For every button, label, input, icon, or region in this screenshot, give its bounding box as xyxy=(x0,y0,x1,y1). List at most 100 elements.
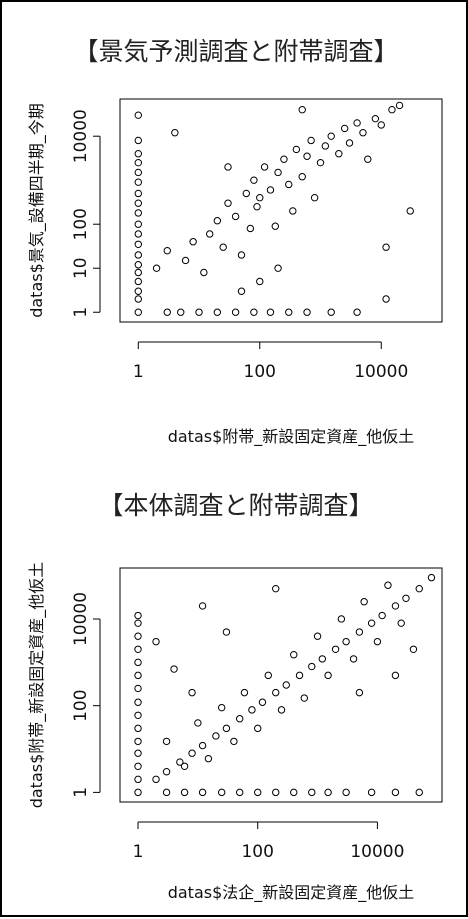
y-tick-label: 10000 xyxy=(71,109,91,163)
data-point xyxy=(256,277,264,286)
data-point xyxy=(307,136,315,145)
data-point xyxy=(237,287,246,295)
data-point xyxy=(415,584,423,593)
data-point xyxy=(204,754,213,763)
data-point xyxy=(349,655,358,663)
data-point xyxy=(134,308,142,316)
x-axis-title: datas$法企_新設固定資産_他仮土 xyxy=(168,883,415,903)
data-point xyxy=(254,724,262,733)
y-axis-title: datas$景気_設備四半期_今期 xyxy=(27,103,47,318)
data-point xyxy=(134,749,142,757)
data-point xyxy=(395,101,404,110)
x-axis-title: datas$附帯_新設固定資産_他仮土 xyxy=(168,427,415,447)
data-point xyxy=(235,715,244,723)
data-point xyxy=(298,173,306,181)
data-point xyxy=(340,124,349,133)
data-point xyxy=(342,637,350,646)
data-point xyxy=(260,163,269,171)
data-point xyxy=(240,688,249,697)
data-point xyxy=(295,671,304,680)
data-point xyxy=(134,632,142,640)
data-point xyxy=(134,737,142,746)
data-point xyxy=(292,145,301,154)
data-point xyxy=(335,150,343,158)
data-point xyxy=(253,203,261,211)
data-point xyxy=(254,788,262,797)
y-tick-label: 1 xyxy=(71,307,91,318)
data-point xyxy=(266,186,275,194)
data-point xyxy=(353,119,361,127)
y-tick-label: 10000 xyxy=(71,592,91,646)
data-point xyxy=(367,619,376,627)
data-point xyxy=(134,220,142,228)
data-point xyxy=(222,628,231,636)
data-point xyxy=(134,199,142,207)
data-point xyxy=(355,628,364,636)
plot-area-border xyxy=(119,98,443,323)
data-point xyxy=(231,212,240,221)
data-point xyxy=(180,788,189,797)
data-point xyxy=(367,788,376,797)
data-point xyxy=(134,762,142,770)
data-point xyxy=(391,671,400,680)
data-point xyxy=(266,308,275,316)
data-point xyxy=(310,194,319,202)
data-point xyxy=(384,581,392,589)
data-point xyxy=(402,594,410,603)
data-point xyxy=(219,243,227,251)
data-point xyxy=(134,268,142,277)
data-point xyxy=(272,584,280,593)
y-axis-title: datas$附帯_新設固定資産_他仮土 xyxy=(27,562,47,809)
data-point xyxy=(264,671,272,680)
data-point xyxy=(212,732,220,740)
data-point xyxy=(382,295,390,303)
data-point xyxy=(224,163,232,171)
plot-area-border xyxy=(119,567,443,803)
x-tick-label: 1 xyxy=(133,362,144,382)
data-point xyxy=(134,178,142,186)
data-point xyxy=(377,121,385,129)
data-point xyxy=(324,671,332,680)
data-point xyxy=(300,694,308,702)
data-point xyxy=(134,189,142,198)
data-point xyxy=(134,775,142,784)
data-point xyxy=(230,737,238,746)
data-point xyxy=(313,632,322,640)
data-point xyxy=(134,230,142,238)
x-tick-label: 1 xyxy=(133,842,144,862)
data-point xyxy=(298,105,306,114)
data-point xyxy=(360,598,368,606)
data-point xyxy=(274,264,282,272)
data-point xyxy=(272,788,280,797)
data-point xyxy=(134,150,142,158)
data-point xyxy=(194,719,202,727)
data-point xyxy=(342,788,350,797)
data-point xyxy=(206,230,214,238)
data-point xyxy=(415,788,423,797)
y-tick-label: 1 xyxy=(71,787,91,798)
data-point xyxy=(427,573,436,582)
data-point xyxy=(409,645,418,653)
data-point xyxy=(134,698,142,706)
data-point xyxy=(285,308,293,316)
data-point xyxy=(364,155,372,163)
data-point xyxy=(289,207,297,215)
data-point xyxy=(280,155,288,163)
data-point xyxy=(231,308,240,316)
data-point xyxy=(134,277,142,286)
data-point xyxy=(224,199,232,207)
scatter-chart-top: 1 100 10000 1 10 100 10000 datas$附帯_新設固定資産_他仮土 d… xyxy=(27,98,443,447)
data-point xyxy=(152,264,161,272)
chart-title-top: 【景気予測調査と附帯調査】 xyxy=(73,37,399,66)
data-point xyxy=(134,261,142,269)
data-point xyxy=(217,788,226,797)
data-point xyxy=(134,619,142,627)
data-point xyxy=(134,251,142,259)
x-tick-label: 10000 xyxy=(354,362,408,382)
data-point xyxy=(308,662,316,671)
data-point xyxy=(359,129,367,137)
data-point xyxy=(373,637,382,646)
data-point xyxy=(134,724,142,733)
data-point xyxy=(134,111,142,119)
data-point xyxy=(274,168,282,177)
